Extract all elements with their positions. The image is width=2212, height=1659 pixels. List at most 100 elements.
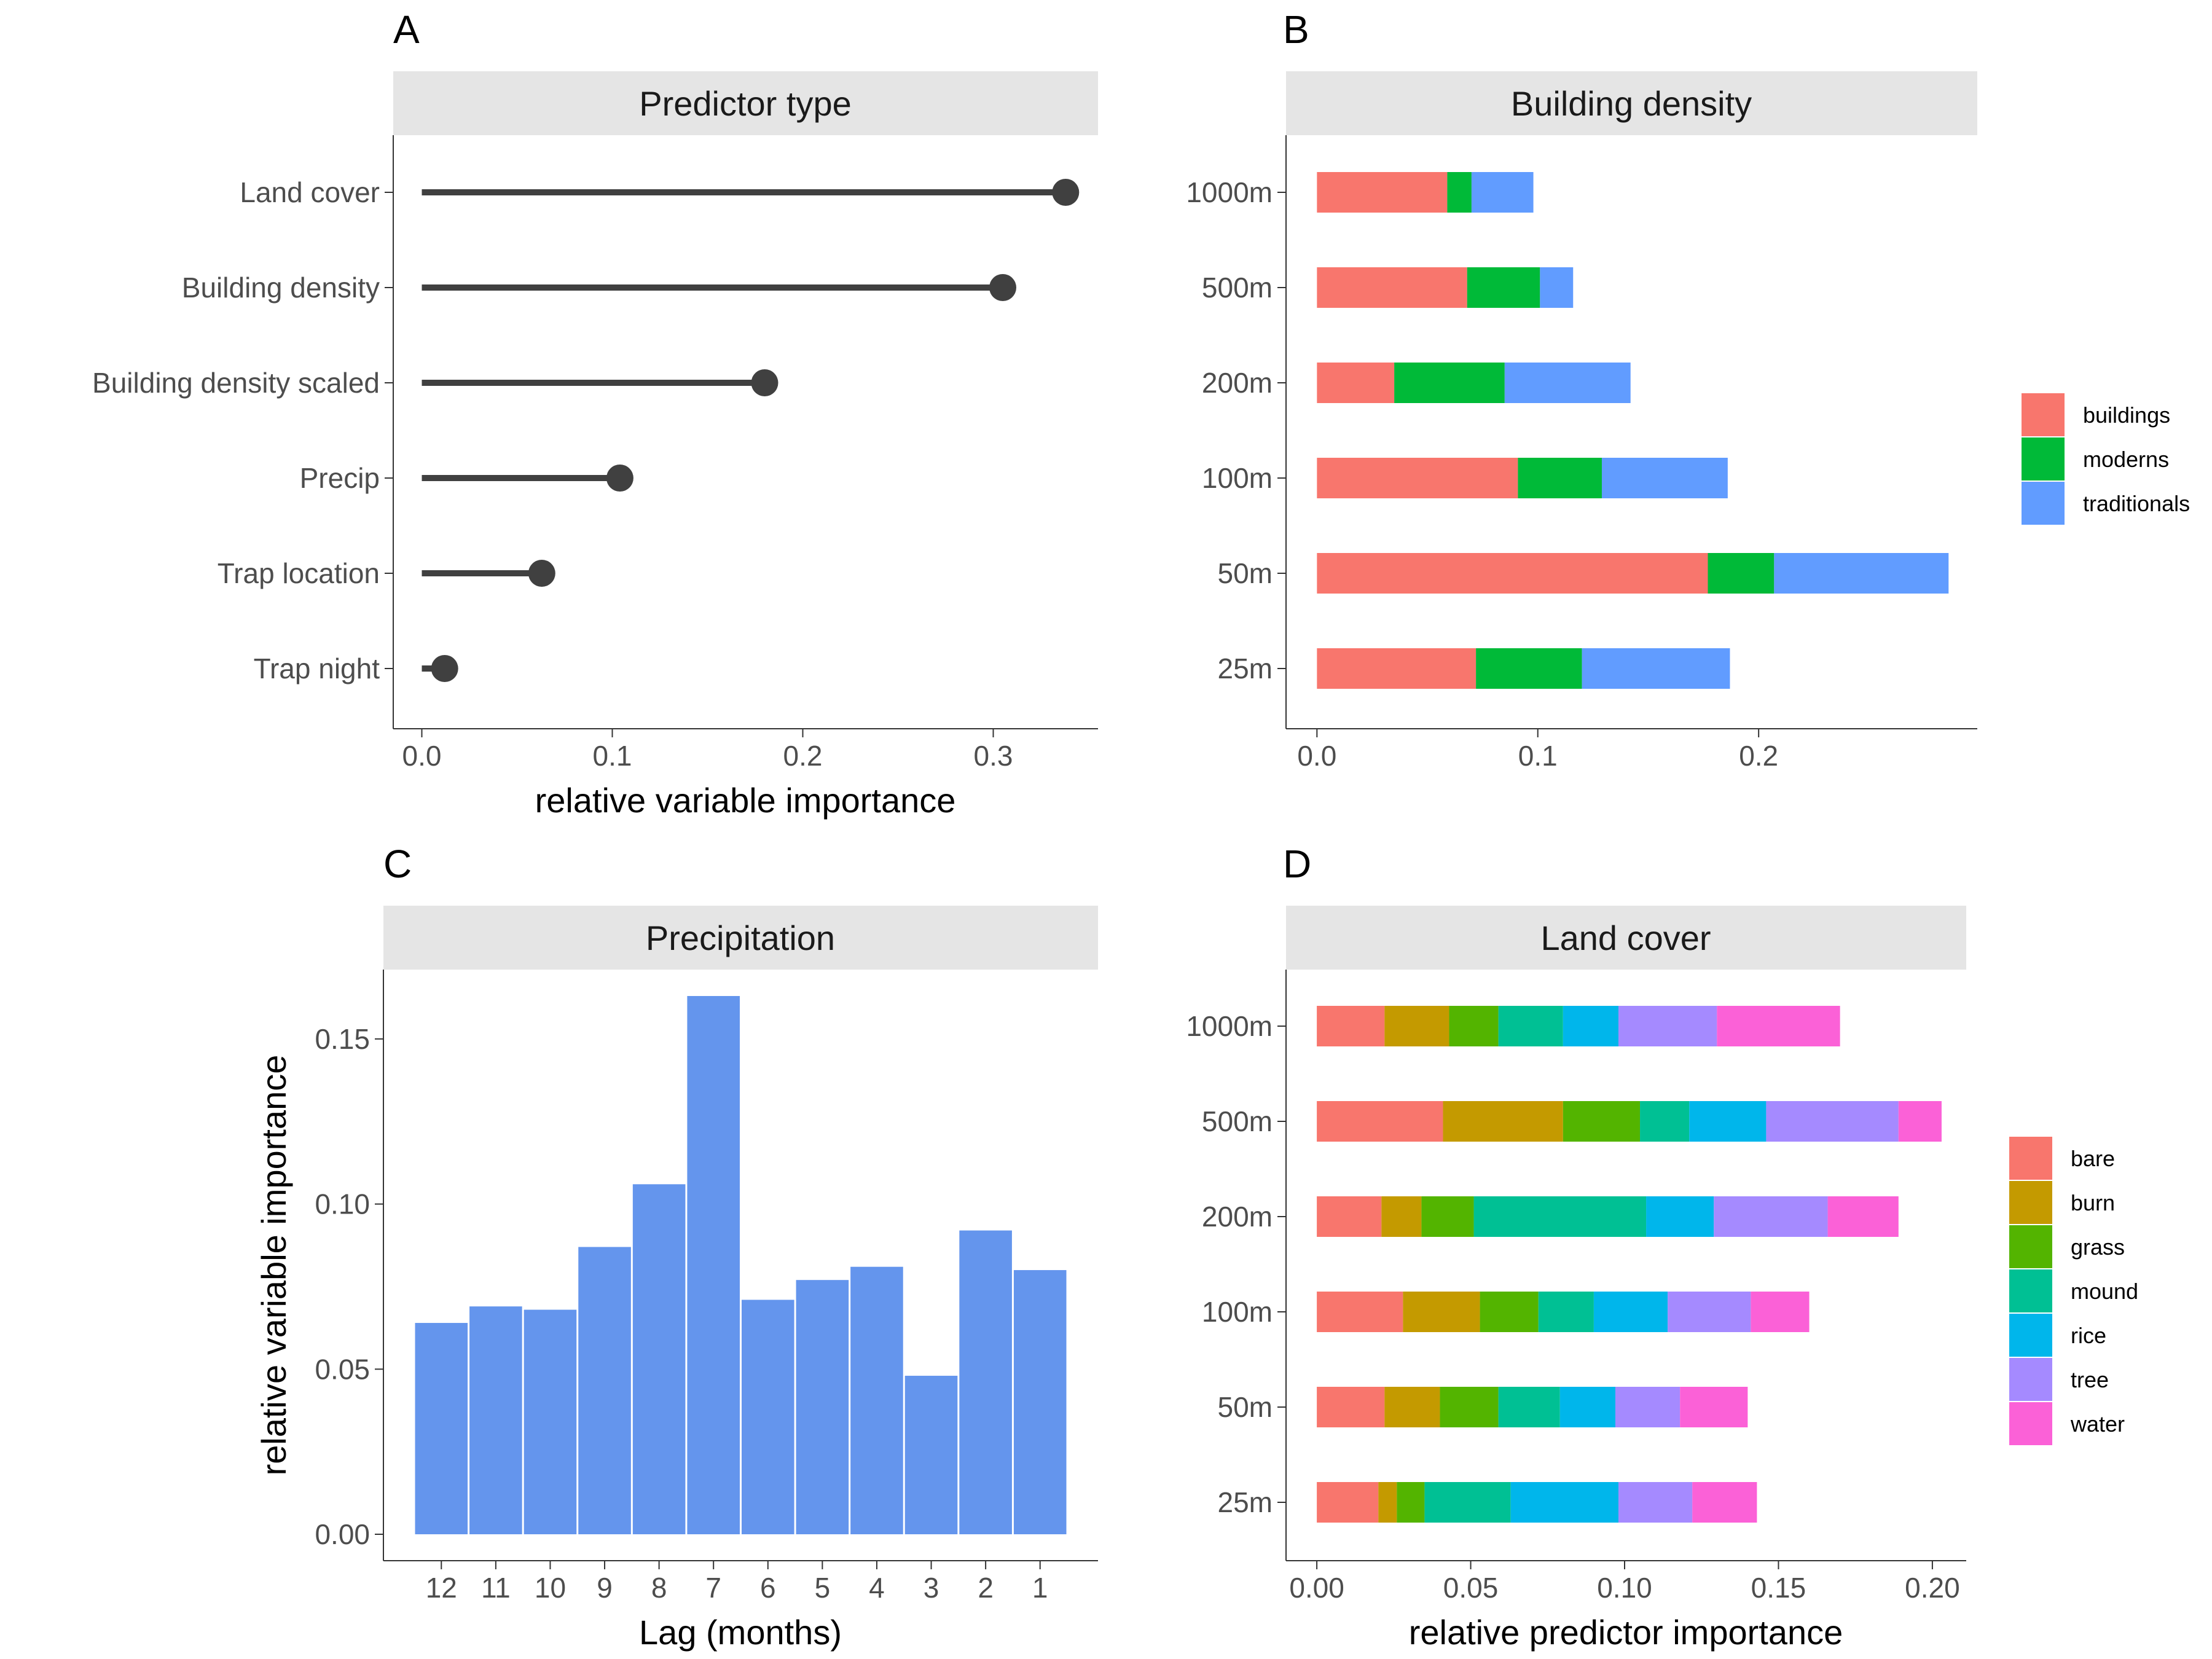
bar-segment-tree: [1618, 1006, 1717, 1046]
bar-segment-grass: [1563, 1101, 1641, 1142]
x-tick-label: 1: [1032, 1572, 1048, 1604]
y-tick-label: Trap night: [254, 653, 380, 684]
y-tick-label: Precip: [300, 462, 380, 494]
legend-key-tree: [2009, 1358, 2052, 1401]
bar: [1013, 1270, 1067, 1535]
y-tick-label: Trap location: [218, 557, 380, 589]
y-tick-label: 500m: [1202, 272, 1273, 304]
lollipop-point: [989, 274, 1016, 301]
legend-key-buildings: [2022, 393, 2065, 436]
panel-a-marks: Land cover Building density Building densi…: [92, 176, 1080, 772]
bar: [415, 1323, 468, 1535]
x-tick-label: 0.20: [1905, 1572, 1960, 1604]
y-tick-label: Building density: [182, 272, 380, 304]
y-tick-label: 100m: [1202, 1296, 1273, 1328]
bar-segment-traditionals: [1471, 172, 1534, 213]
panel-b-legend: buildings moderns traditionals: [2022, 393, 2190, 525]
y-tick-label: 50m: [1218, 557, 1273, 589]
y-tick-label: 0.10: [315, 1188, 370, 1220]
bar-segment-mound: [1498, 1006, 1563, 1046]
bar-segment-buildings: [1317, 267, 1467, 308]
panel-c-y-title: relative variable importance: [254, 1055, 293, 1476]
bar-segment-rice: [1510, 1482, 1618, 1523]
panel-c-marks: 12 11 10 9 8 7 6 5 4 3 2 1 0.00 0.05 0.10 0.15: [315, 995, 1067, 1604]
x-tick-label: 12: [426, 1572, 457, 1604]
x-tick-label: 4: [869, 1572, 885, 1604]
panel-a-title: Predictor type: [639, 84, 852, 123]
bar-segment-burn: [1378, 1482, 1397, 1523]
lollipop-point: [431, 655, 458, 682]
bar-segment-buildings: [1317, 363, 1395, 403]
bar-segment-traditionals: [1540, 267, 1574, 308]
bar-segment-buildings: [1317, 172, 1448, 213]
panel-c-strip: [383, 906, 1098, 970]
panel-d-letter: D: [1283, 842, 1311, 886]
x-tick-label: 2: [978, 1572, 994, 1604]
legend-label-mound: mound: [2071, 1279, 2138, 1304]
y-tick-label: 0.15: [315, 1023, 370, 1055]
bar: [687, 995, 740, 1535]
lollipop-point: [1052, 179, 1080, 206]
y-tick-label: 500m: [1202, 1105, 1273, 1137]
panel-d-marks: 1000m 500m 200m 100m 50m 25m 0.00 0.05 0.10 0.15 0…: [1186, 1006, 1960, 1604]
bar-segment-burn: [1443, 1101, 1563, 1142]
x-tick-label: 6: [760, 1572, 776, 1604]
x-tick-label: 0.00: [1289, 1572, 1344, 1604]
bar-segment-mound: [1424, 1482, 1511, 1523]
bar-segment-buildings: [1317, 648, 1477, 689]
y-tick-label: 1000m: [1186, 176, 1273, 208]
x-tick-label: 0.1: [1518, 740, 1558, 772]
bar: [524, 1309, 577, 1535]
legend-key-water: [2009, 1402, 2052, 1445]
bar-segment-moderns: [1394, 363, 1505, 403]
bar-segment-rice: [1563, 1006, 1618, 1046]
x-tick-label: 0.05: [1443, 1572, 1499, 1604]
bar: [469, 1306, 522, 1535]
x-tick-label: 9: [597, 1572, 613, 1604]
bar-segment-tree: [1766, 1101, 1899, 1142]
panel-b-title: Building density: [1511, 84, 1752, 123]
bar-segment-bare: [1317, 1387, 1385, 1427]
bar-segment-buildings: [1317, 458, 1518, 498]
bar-segment-water: [1680, 1387, 1748, 1427]
bar-segment-water: [1898, 1101, 1942, 1142]
x-tick-label: 0.2: [1739, 740, 1778, 772]
bar-segment-mound: [1640, 1101, 1690, 1142]
legend-label-buildings: buildings: [2083, 402, 2170, 428]
bar-segment-rice: [1689, 1101, 1767, 1142]
bar-segment-grass: [1480, 1292, 1539, 1332]
bar-segment-traditionals: [1601, 458, 1728, 498]
panel-b-marks: 1000m 500m 200m 100m 50m 25m 0.0 0.1 0.2: [1186, 172, 1949, 772]
x-tick-label: 0.3: [974, 740, 1013, 772]
bar-segment-moderns: [1476, 648, 1582, 689]
x-tick-label: 0.10: [1597, 1572, 1652, 1604]
legend-key-moderns: [2022, 437, 2065, 480]
bar-segment-bare: [1317, 1482, 1379, 1523]
panel-d: D Land cover 1000m 500m 200m 100m 50m 25m 0.00…: [1186, 842, 2138, 1652]
legend-label-traditionals: traditionals: [2083, 491, 2190, 516]
bar-segment-burn: [1403, 1292, 1480, 1332]
bar-segment-burn: [1384, 1387, 1440, 1427]
legend-label-bare: bare: [2071, 1146, 2115, 1171]
y-tick-label: 200m: [1202, 1201, 1273, 1233]
bar-segment-water: [1751, 1292, 1810, 1332]
bar-segment-rice: [1559, 1387, 1615, 1427]
bar-segment-bare: [1317, 1101, 1443, 1142]
panel-c-title: Precipitation: [646, 919, 835, 957]
x-tick-label: 5: [815, 1572, 831, 1604]
lollipop-point: [751, 369, 779, 396]
panel-c-x-title: Lag (months): [639, 1613, 842, 1652]
bar: [796, 1280, 849, 1535]
panel-b-strip: [1286, 71, 1977, 135]
bar-segment-bare: [1317, 1006, 1385, 1046]
y-tick-label: 0.00: [315, 1518, 370, 1550]
legend-key-burn: [2009, 1181, 2052, 1224]
y-tick-label: 0.05: [315, 1353, 370, 1385]
bar-segment-traditionals: [1582, 648, 1730, 689]
bar: [959, 1230, 1012, 1535]
x-tick-label: 3: [924, 1572, 939, 1604]
legend-key-mound: [2009, 1269, 2052, 1312]
legend-label-grass: grass: [2071, 1234, 2125, 1260]
bar-segment-burn: [1384, 1006, 1449, 1046]
